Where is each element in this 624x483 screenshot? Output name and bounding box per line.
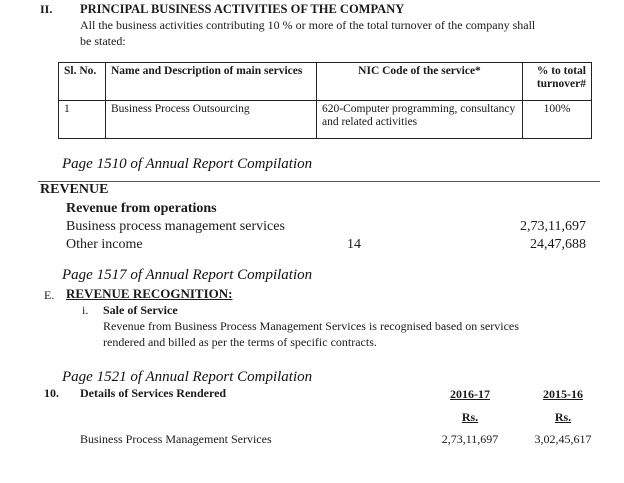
year-header: 2016-17 — [450, 387, 490, 401]
item-number: i. — [82, 303, 89, 317]
row-label: Other income — [66, 237, 143, 252]
amount: 2,73,11,697 — [520, 219, 586, 234]
amount: 24,47,688 — [530, 237, 586, 252]
header-cell: % to total turnover# — [522, 62, 592, 101]
rule — [38, 181, 600, 182]
item-title: Sale of Service — [103, 303, 178, 317]
section-title: Details of Services Rendered — [80, 386, 227, 400]
section-title: REVENUE RECOGNITION: — [66, 286, 233, 301]
section-number: E. — [44, 288, 55, 302]
unit-label: Rs. — [554, 410, 572, 424]
cell: 620-Computer programming, consultancy an… — [316, 100, 523, 139]
header-cell: NIC Code of the service* — [316, 62, 523, 101]
page-label: Page 1521 of Annual Report Compilation — [62, 369, 313, 385]
section-number: II. — [40, 2, 53, 16]
year-header: 2015-16 — [543, 387, 583, 401]
header-cell: Name and Description of main services — [105, 62, 317, 101]
text-line: rendered and billed as per the terms of … — [103, 335, 377, 349]
text-line: Revenue from Business Process Management… — [103, 319, 519, 333]
section-number: 10. — [44, 386, 59, 400]
section-title: REVENUE — [40, 182, 109, 197]
note-line: All the business activities contributing… — [80, 18, 536, 32]
amount: 3,02,45,617 — [534, 432, 592, 446]
cell: 1 — [58, 100, 106, 139]
page-label: Page 1510 of Annual Report Compilation — [62, 156, 313, 172]
note-ref: 14 — [347, 237, 361, 252]
activities-table: Sl. No. Name and Description of main ser… — [58, 62, 592, 139]
unit-label: Rs. — [461, 410, 479, 424]
amount: 2,73,11,697 — [441, 432, 499, 446]
section-title: PRINCIPAL BUSINESS ACTIVITIES OF THE COM… — [80, 2, 405, 16]
cell: 100% — [522, 100, 592, 139]
note-line: be stated: — [80, 34, 126, 48]
header-cell: Sl. No. — [58, 62, 106, 101]
cell: Business Process Outsourcing — [105, 100, 317, 139]
subtitle: Revenue from operations — [66, 201, 217, 216]
page-label: Page 1517 of Annual Report Compilation — [62, 267, 313, 283]
row-label: Business process management services — [66, 219, 285, 234]
row-label: Business Process Management Services — [80, 432, 272, 446]
